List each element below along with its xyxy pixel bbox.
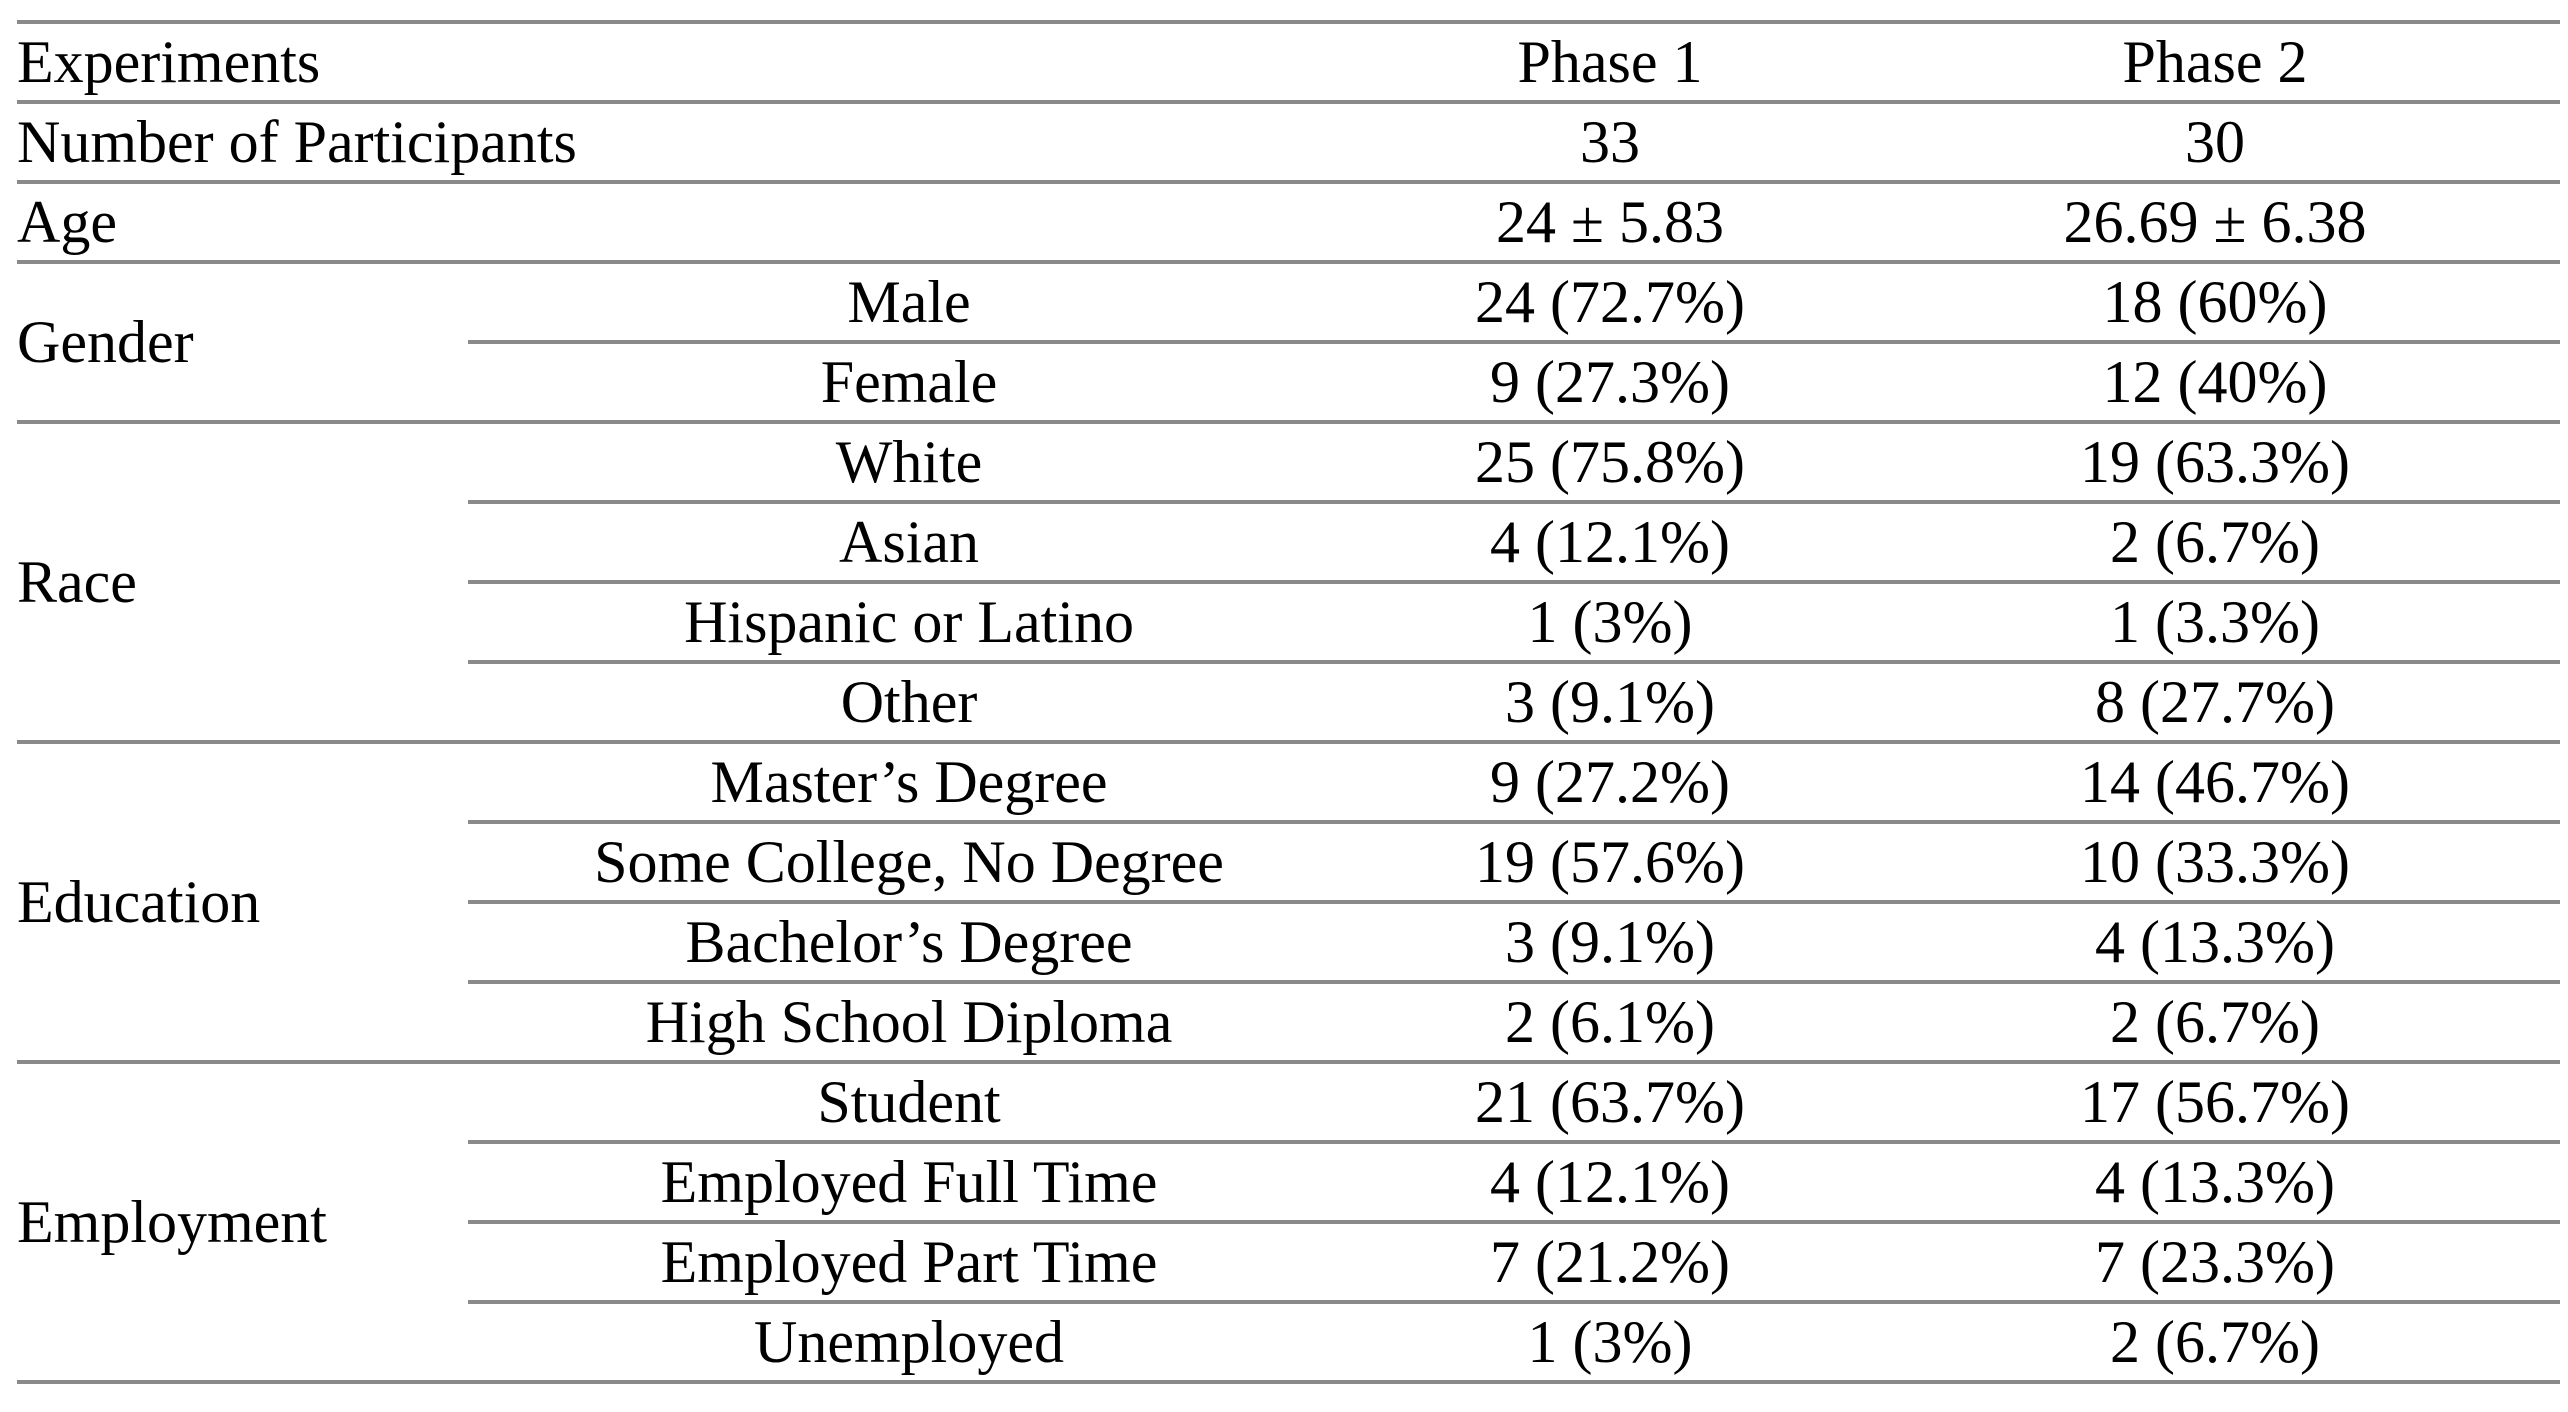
value-cell: 9 (27.3%) xyxy=(1350,342,1871,424)
value-cell: 9 (27.2%) xyxy=(1350,742,1871,824)
table-row-race-white: Race White 25 (75.8%) 19 (63.3%) xyxy=(17,422,2561,744)
value-cell: 8 (27.7%) xyxy=(1870,662,2561,744)
value-cell: 2 (6.7%) xyxy=(1870,502,2561,584)
value-cell: 2 (6.7%) xyxy=(1870,982,2561,1064)
value-cell: 1 (3%) xyxy=(1350,1302,1871,1384)
value-cell: 30 xyxy=(1870,102,2561,184)
value-cell: 4 (13.3%) xyxy=(1870,1142,2561,1224)
value-cell: 3 (9.1%) xyxy=(1350,662,1871,744)
value-cell: 14 (46.7%) xyxy=(1870,742,2561,824)
row-label-age: Age xyxy=(17,182,1351,264)
value-cell: 4 (13.3%) xyxy=(1870,902,2561,984)
table-row-education-highschool: High School Diploma 2 (6.1%) 2 (6.7%) xyxy=(17,982,2561,1064)
value-cell: 3 (9.1%) xyxy=(1350,902,1871,984)
value-cell: 17 (56.7%) xyxy=(1870,1062,2561,1144)
value-cell: 12 (40%) xyxy=(1870,342,2561,424)
table-row-race-hispanic: Hispanic or Latino 1 (3%) 1 (3.3%) xyxy=(17,582,2561,664)
sub-label-employed-part-time: Employed Part Time xyxy=(468,1222,1351,1304)
value-cell: 25 (75.8%) xyxy=(1350,422,1871,504)
value-cell: 19 (57.6%) xyxy=(1350,822,1871,904)
sub-label-bachelors-degree: Bachelor’s Degree xyxy=(468,902,1351,984)
sub-label-some-college: Some College, No Degree xyxy=(468,822,1351,904)
table-row-employment-student: Employment Student 21 (63.7%) 17 (56.7%) xyxy=(17,1062,2561,1384)
value-cell: 24 ± 5.83 xyxy=(1350,182,1871,264)
value-cell: 21 (63.7%) xyxy=(1350,1062,1871,1144)
value-cell: 2 (6.1%) xyxy=(1350,982,1871,1064)
sub-label-employed-full-time: Employed Full Time xyxy=(468,1142,1351,1224)
table-header-row: Experiments Phase 1 Phase 2 xyxy=(17,20,2561,104)
header-experiments: Experiments xyxy=(17,20,1351,104)
table-row-education-masters: Education Master’s Degree 9 (27.2%) 14 (… xyxy=(17,742,2561,1064)
table-row-employment-fulltime: Employed Full Time 4 (12.1%) 4 (13.3%) xyxy=(17,1142,2561,1224)
sub-label-masters-degree: Master’s Degree xyxy=(468,742,1351,824)
sub-label-unemployed: Unemployed xyxy=(468,1302,1351,1384)
table-row-age: Age 24 ± 5.83 26.69 ± 6.38 xyxy=(17,182,2561,264)
section-label-employment: Employment xyxy=(17,1062,468,1384)
header-phase2: Phase 2 xyxy=(1870,20,2561,104)
row-label-participants: Number of Participants xyxy=(17,102,1351,184)
table-row-education-bachelors: Bachelor’s Degree 3 (9.1%) 4 (13.3%) xyxy=(17,902,2561,984)
value-cell: 4 (12.1%) xyxy=(1350,1142,1871,1224)
sub-label-male: Male xyxy=(468,262,1351,344)
sub-label-white: White xyxy=(468,422,1351,504)
table-row-employment-parttime: Employed Part Time 7 (21.2%) 7 (23.3%) xyxy=(17,1222,2561,1304)
sub-label-female: Female xyxy=(468,342,1351,424)
sub-label-high-school-diploma: High School Diploma xyxy=(468,982,1351,1064)
value-cell: 24 (72.7%) xyxy=(1350,262,1871,344)
value-cell: 33 xyxy=(1350,102,1871,184)
value-cell: 1 (3%) xyxy=(1350,582,1871,664)
value-cell: 19 (63.3%) xyxy=(1870,422,2561,504)
value-cell: 4 (12.1%) xyxy=(1350,502,1871,584)
section-label-education: Education xyxy=(17,742,468,1064)
table-row-race-other: Other 3 (9.1%) 8 (27.7%) xyxy=(17,662,2561,744)
value-cell: 2 (6.7%) xyxy=(1870,1302,2561,1384)
value-cell: 7 (21.2%) xyxy=(1350,1222,1871,1304)
table-row-education-somecollege: Some College, No Degree 19 (57.6%) 10 (3… xyxy=(17,822,2561,904)
section-label-race: Race xyxy=(17,422,468,744)
sub-label-other: Other xyxy=(468,662,1351,744)
table-row-participants: Number of Participants 33 30 xyxy=(17,102,2561,184)
value-cell: 1 (3.3%) xyxy=(1870,582,2561,664)
header-phase1: Phase 1 xyxy=(1350,20,1871,104)
table-row-race-asian: Asian 4 (12.1%) 2 (6.7%) xyxy=(17,502,2561,584)
sub-label-asian: Asian xyxy=(468,502,1351,584)
sub-label-student: Student xyxy=(468,1062,1351,1144)
table-row-gender-male: Gender Male 24 (72.7%) 18 (60%) xyxy=(17,262,2561,424)
value-cell: 10 (33.3%) xyxy=(1870,822,2561,904)
participant-demographics-table: Experiments Phase 1 Phase 2 Number of Pa… xyxy=(17,20,2561,1384)
section-label-gender: Gender xyxy=(17,262,468,424)
table-row-gender-female: Female 9 (27.3%) 12 (40%) xyxy=(17,342,2561,424)
value-cell: 7 (23.3%) xyxy=(1870,1222,2561,1304)
sub-label-hispanic-or-latino: Hispanic or Latino xyxy=(468,582,1351,664)
table-row-employment-unemployed: Unemployed 1 (3%) 2 (6.7%) xyxy=(17,1302,2561,1384)
value-cell: 18 (60%) xyxy=(1870,262,2561,344)
value-cell: 26.69 ± 6.38 xyxy=(1870,182,2561,264)
